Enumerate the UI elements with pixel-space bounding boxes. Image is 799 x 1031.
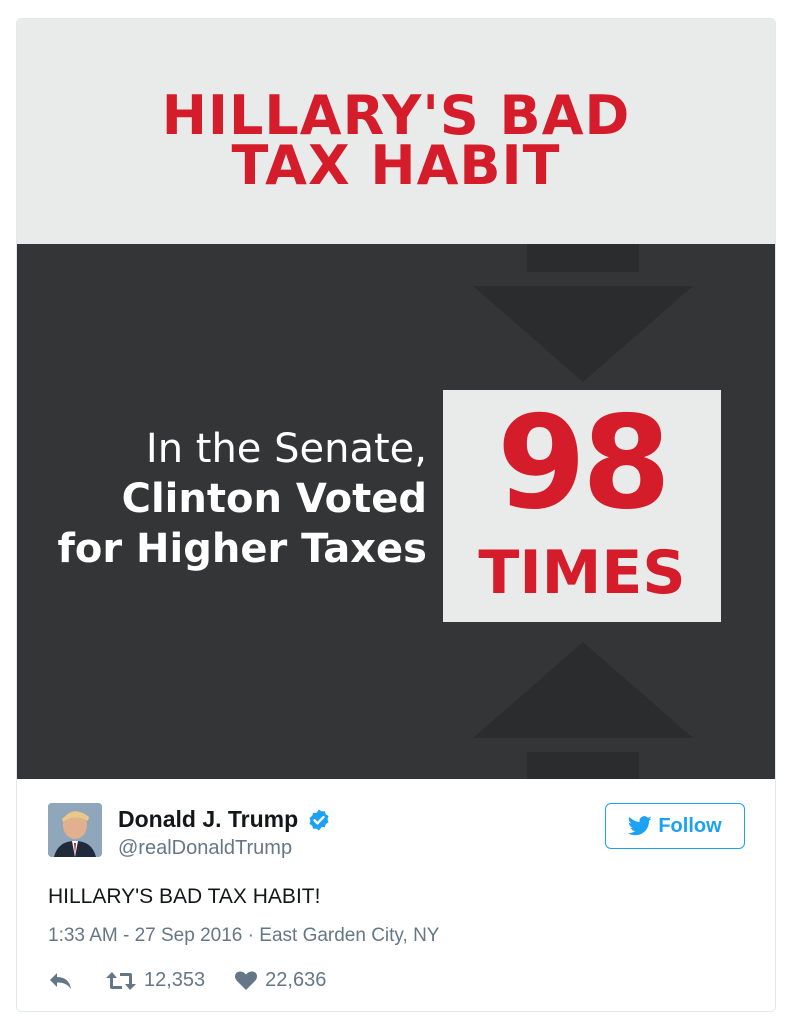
retweet-button[interactable]: 12,353 [106, 969, 205, 992]
up-arrow-shaft [527, 752, 639, 779]
arrow-graphic [473, 244, 693, 779]
meta-separator: · [247, 925, 254, 946]
vote-count-box: 98 TIMES [443, 390, 721, 622]
verified-badge-icon [309, 809, 329, 830]
senate-text-line-1: In the Senate, [145, 426, 427, 472]
up-arrow-head [473, 642, 693, 738]
image-dark-panel: In the Senate, Clinton Voted for Higher … [17, 244, 775, 779]
tweet-card: HILLARY'S BAD TAX HABIT In the Senate, C… [16, 18, 776, 1012]
author-name-row: Donald J. Trump [118, 806, 331, 833]
down-arrow-head [473, 286, 693, 382]
follow-button[interactable]: Follow [605, 803, 745, 849]
retweet-icon [106, 971, 136, 990]
author-handle[interactable]: @realDonaldTrump [118, 837, 293, 859]
headline-line-2: TAX HABIT [231, 134, 561, 197]
reply-button[interactable] [48, 971, 74, 991]
tweet-media-image[interactable]: HILLARY'S BAD TAX HABIT In the Senate, C… [17, 19, 775, 779]
tweet-text: HILLARY'S BAD TAX HABIT! [48, 885, 321, 908]
follow-button-label: Follow [658, 814, 722, 837]
image-header-panel: HILLARY'S BAD TAX HABIT [17, 19, 775, 244]
like-button[interactable]: 22,636 [235, 969, 326, 992]
retweet-count: 12,353 [144, 969, 206, 991]
tweet-location[interactable]: East Garden City, NY [259, 925, 440, 946]
senate-vote-text: In the Senate, Clinton Voted for Higher … [35, 424, 427, 574]
image-headline: HILLARY'S BAD TAX HABIT [17, 84, 775, 197]
times-label: TIMES [478, 538, 686, 608]
senate-text-line-2: Clinton Voted [121, 476, 427, 522]
like-count: 22,636 [265, 969, 327, 991]
heart-icon [235, 970, 258, 990]
senate-text-line-3: for Higher Taxes [57, 526, 427, 572]
reply-icon [50, 972, 71, 989]
tweet-timestamp[interactable]: 1:33 AM - 27 Sep 2016 [48, 925, 243, 946]
tweet-body: Donald J. Trump @realDonaldTrump Follow … [17, 779, 775, 1011]
down-arrow-shaft [527, 244, 639, 272]
avatar[interactable] [48, 803, 102, 857]
author-name[interactable]: Donald J. Trump [118, 806, 299, 832]
tweet-meta: 1:33 AM - 27 Sep 2016 · East Garden City… [48, 925, 439, 947]
twitter-bird-icon [628, 816, 652, 836]
vote-count-number: 98 [496, 389, 671, 538]
headline-line-1: HILLARY'S BAD [161, 84, 631, 147]
tweet-actions: 12,353 22,636 [48, 969, 326, 992]
avatar-portrait-icon [48, 803, 102, 857]
